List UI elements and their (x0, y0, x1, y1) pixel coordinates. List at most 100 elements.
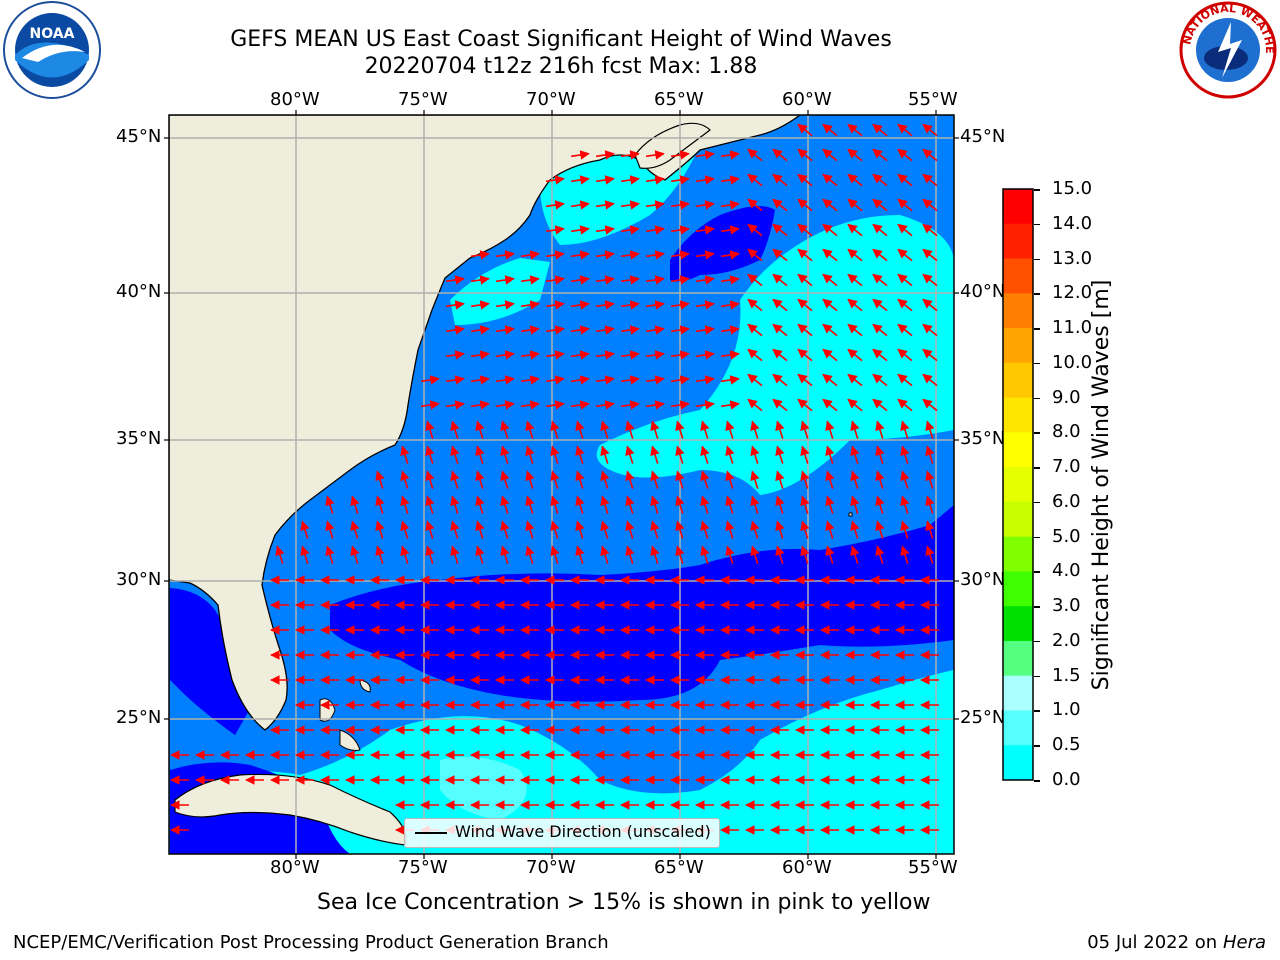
wave-direction-arrow (475, 420, 485, 439)
wave-direction-arrow (847, 323, 863, 337)
wave-direction-arrow (475, 545, 485, 564)
nws-logo: NATIONAL WEATHER SERVICE (1176, 0, 1277, 99)
wave-direction-arrow (797, 348, 813, 362)
colorbar-label: Significant Height of Wind Waves [m] (1089, 279, 1114, 691)
colorbar-tick-label: 0.0 (1052, 769, 1081, 790)
wave-direction-arrow (695, 250, 715, 260)
wave-direction-arrow (625, 420, 635, 439)
wave-direction-arrow (922, 248, 938, 262)
wave-direction-arrow (570, 400, 590, 410)
wave-direction-arrow (772, 348, 788, 362)
wave-direction-arrow (520, 275, 540, 285)
wave-direction-arrow (595, 400, 615, 410)
wave-direction-arrow (725, 420, 735, 439)
wave-direction-arrow (897, 398, 913, 412)
wave-direction-arrow (872, 373, 888, 387)
wave-direction-arrow (847, 223, 863, 237)
wave-direction-arrow (922, 273, 938, 287)
wave-direction-arrow (720, 375, 740, 385)
wave-direction-arrow (897, 298, 913, 312)
wave-direction-arrow (300, 545, 310, 564)
wave-direction-arrow (897, 148, 913, 162)
wave-direction-arrow (500, 445, 510, 464)
lat-label-right-25n: 25°N (960, 707, 1006, 728)
wave-direction-arrow (575, 495, 585, 514)
wave-direction-arrow (825, 495, 835, 514)
wave-direction-arrow (575, 445, 585, 464)
wave-direction-arrow (520, 300, 540, 310)
wave-direction-arrow (670, 400, 690, 410)
wave-direction-arrow (775, 420, 785, 439)
wave-direction-arrow (825, 445, 835, 464)
lon-label-top-80w: 80°W (270, 89, 320, 110)
wave-direction-arrow (922, 198, 938, 212)
wave-direction-arrow (872, 348, 888, 362)
wave-direction-arrow (872, 298, 888, 312)
legend-line-swatch (415, 832, 447, 834)
wave-direction-arrow (675, 445, 685, 464)
wave-direction-arrow (500, 420, 510, 439)
wave-direction-arrow (550, 445, 560, 464)
colorbar-tick-mark (1034, 223, 1040, 226)
wave-direction-arrow (747, 173, 763, 187)
colorbar-tick-mark (1034, 780, 1040, 782)
calm-region-south (330, 505, 954, 702)
wave-direction-arrow (850, 420, 860, 439)
wave-direction-arrow (645, 375, 665, 385)
wave-direction-arrow (545, 200, 565, 210)
wave-direction-arrow (595, 300, 615, 310)
wave-direction-arrow (470, 275, 490, 285)
svg-text:NOAA: NOAA (30, 26, 75, 42)
lon-label-bottom-80w: 80°W (270, 857, 320, 878)
wave-direction-arrow (872, 398, 888, 412)
wave-direction-arrow (425, 445, 435, 464)
wave-direction-arrow (595, 150, 615, 160)
wave-direction-arrow (520, 250, 540, 260)
lat-label-left-25n: 25°N (116, 707, 162, 728)
wave-direction-arrow (670, 375, 690, 385)
wave-direction-arrow (897, 323, 913, 337)
wave-direction-arrow (750, 495, 760, 514)
wave-direction-arrow (445, 400, 465, 410)
wave-direction-arrow (925, 495, 935, 514)
wave-direction-arrow (720, 250, 740, 260)
wave-direction-arrow (575, 520, 585, 539)
wave-direction-arrow (575, 470, 585, 489)
wave-direction-arrow (645, 250, 665, 260)
wave-direction-arrow (720, 350, 740, 360)
wave-direction-arrow (720, 200, 740, 210)
wave-direction-arrow (675, 545, 685, 564)
wave-direction-arrow (570, 200, 590, 210)
wave-direction-arrow (625, 470, 635, 489)
wave-direction-arrow (550, 495, 560, 514)
run-date: 05 Jul 2022 on (1087, 932, 1218, 953)
wave-direction-arrow (275, 545, 285, 564)
wave-direction-arrow (470, 400, 490, 410)
wave-direction-arrow (545, 400, 565, 410)
wave-direction-arrow (822, 273, 838, 287)
wave-direction-arrow (470, 250, 490, 260)
colorbar-tick-mark (1034, 432, 1040, 434)
lon-label-bottom-70w: 70°W (526, 857, 576, 878)
wave-direction-arrow (922, 323, 938, 337)
wave-direction-arrow (675, 495, 685, 514)
wave-direction-arrow (520, 325, 540, 335)
colorbar-tick-mark (1034, 710, 1040, 712)
colorbar-tick-mark (1034, 293, 1040, 295)
wave-direction-arrow (822, 223, 838, 237)
wave-direction-arrow (897, 123, 913, 137)
wave-direction-arrow (822, 173, 838, 187)
wave-direction-arrow (470, 350, 490, 360)
wave-direction-arrow (797, 148, 813, 162)
lat-label-right-40n: 40°N (960, 281, 1006, 302)
colorbar-segment (1003, 293, 1033, 329)
wave-direction-arrow (925, 445, 935, 464)
wave-direction-arrow (822, 323, 838, 337)
wave-direction-arrow (725, 520, 735, 539)
lon-label-bottom-65w: 65°W (654, 857, 704, 878)
wave-direction-arrow (350, 545, 360, 564)
lat-label-right-45n: 45°N (960, 126, 1006, 147)
colorbar-tick-mark (1034, 501, 1040, 504)
wave-direction-arrow (872, 173, 888, 187)
wave-direction-arrow (525, 495, 535, 514)
